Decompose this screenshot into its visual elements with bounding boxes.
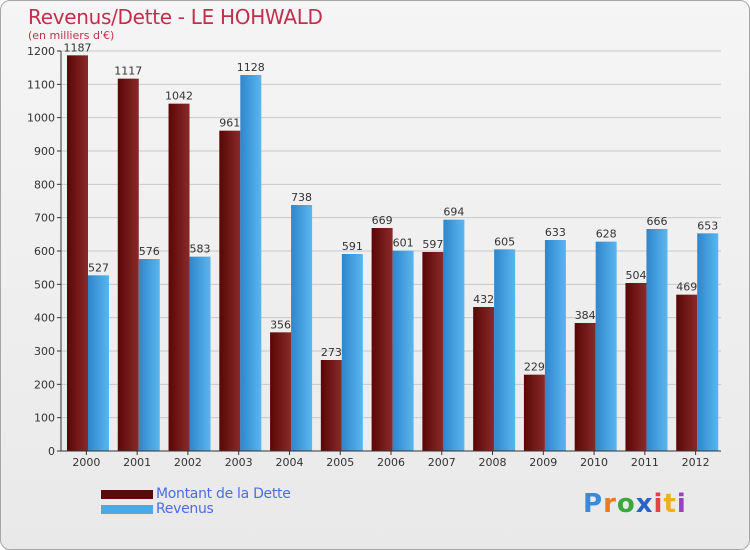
data-label-revenus-2011: 666 [646, 215, 667, 228]
data-label-dette-2005: 273 [321, 346, 342, 359]
y-tick-label: 900 [34, 145, 55, 158]
x-tick-label-2002: 2002 [174, 456, 202, 469]
y-tick-label: 200 [34, 378, 55, 391]
y-tick-label: 0 [48, 445, 55, 458]
y-tick-label: 700 [34, 212, 55, 225]
bar-dette-2010 [574, 323, 596, 451]
x-tick-label-2006: 2006 [377, 456, 405, 469]
data-label-dette-2011: 504 [625, 269, 646, 282]
logo-letter: i [676, 489, 687, 519]
bar-dette-2004 [270, 332, 292, 451]
bar-revenus-2010 [595, 241, 617, 451]
y-tick-label: 400 [34, 312, 55, 325]
data-label-dette-2004: 356 [270, 318, 291, 331]
bar-revenus-2011 [646, 229, 668, 451]
bar-revenus-2007 [443, 219, 465, 451]
data-label-revenus-2003: 1128 [237, 61, 265, 74]
y-tick-label: 300 [34, 345, 55, 358]
bar-dette-2000 [67, 55, 88, 451]
bar-dette-2012 [676, 294, 698, 451]
bar-revenus-2001 [138, 259, 160, 451]
data-label-dette-2009: 229 [524, 361, 545, 374]
y-tick-label: 100 [34, 412, 55, 425]
y-tick-label: 1100 [27, 78, 55, 91]
x-tick-label-2005: 2005 [326, 456, 354, 469]
bar-dette-2003 [219, 130, 241, 451]
bar-revenus-2004 [291, 205, 313, 451]
logo-letter: r [603, 489, 617, 519]
x-tick-label-2001: 2001 [123, 456, 151, 469]
legend-swatch-revenus [101, 505, 153, 514]
data-label-revenus-2000: 527 [88, 261, 109, 274]
y-tick-label: 600 [34, 245, 55, 258]
x-tick-label-2008: 2008 [479, 456, 507, 469]
bar-revenus-2002 [189, 256, 211, 451]
data-label-dette-2006: 669 [372, 214, 393, 227]
data-label-revenus-2009: 633 [545, 226, 566, 239]
x-tick-label-2000: 2000 [72, 456, 100, 469]
logo-letter: x [635, 489, 654, 519]
bar-revenus-2003 [240, 75, 262, 451]
data-label-revenus-2001: 576 [139, 245, 160, 258]
bar-revenus-2006 [392, 250, 414, 451]
data-label-revenus-2012: 653 [697, 219, 718, 232]
data-label-revenus-2006: 601 [393, 237, 414, 250]
bar-dette-2009 [523, 374, 545, 451]
x-tick-label-2004: 2004 [275, 456, 303, 469]
data-label-revenus-2005: 591 [342, 240, 363, 253]
bar-revenus-2009 [544, 240, 566, 451]
data-label-revenus-2007: 694 [443, 206, 464, 219]
logo-letter: t [663, 489, 677, 519]
data-labels: 1187 527 1117 576 1042 583 961 1128 356 738 273 591… [64, 41, 719, 373]
y-tick-label: 1200 [27, 45, 55, 58]
bar-revenus-2012 [697, 233, 719, 451]
data-label-revenus-2010: 628 [596, 228, 617, 241]
x-tick-label-2009: 2009 [529, 456, 557, 469]
bar-dette-2001 [117, 78, 139, 452]
data-label-dette-2001: 1117 [114, 65, 142, 78]
data-label-dette-2010: 384 [575, 309, 596, 322]
bar-dette-2011 [625, 283, 647, 451]
legend-label-dette: Montant de la Dette [156, 486, 291, 502]
bar-dette-2007 [422, 252, 444, 451]
data-label-dette-2008: 432 [473, 293, 494, 306]
x-tick-label-2010: 2010 [580, 456, 608, 469]
x-tick-label-2007: 2007 [428, 456, 456, 469]
data-label-dette-2003: 961 [219, 117, 240, 130]
data-label-revenus-2004: 738 [291, 191, 312, 204]
logo-letter: P [583, 489, 604, 519]
bar-dette-2006 [371, 228, 393, 451]
proxiti-logo: Proxiti [583, 489, 687, 519]
bar-dette-2005 [320, 360, 342, 451]
chart-subtitle: (en milliers d'€) [28, 29, 115, 42]
logo-letter: i [653, 489, 664, 519]
legend-swatch-dette [101, 490, 153, 499]
bar-revenus-2005 [341, 254, 363, 451]
bar-revenus-2000 [88, 275, 109, 451]
chart-title: Revenus/Dette - LE HOHWALD [28, 5, 323, 29]
axes: 0 100 200 300 400 500 600 700 800 900 1000 1100 1200… [27, 45, 721, 469]
bars [67, 55, 719, 452]
bar-revenus-2008 [494, 249, 516, 451]
data-label-revenus-2002: 583 [190, 243, 211, 256]
y-tick-label: 800 [34, 178, 55, 191]
y-tick-label: 1000 [27, 112, 55, 125]
x-tick-label-2003: 2003 [225, 456, 253, 469]
bar-dette-2008 [473, 307, 495, 451]
bar-dette-2002 [168, 103, 190, 452]
data-label-dette-2007: 597 [422, 238, 443, 251]
x-tick-label-2011: 2011 [631, 456, 659, 469]
legend-label-revenus: Revenus [156, 501, 214, 517]
data-label-dette-2002: 1042 [165, 90, 193, 103]
data-label-dette-2000: 1187 [64, 41, 92, 54]
y-tick-label: 500 [34, 278, 55, 291]
logo-letter: o [616, 489, 636, 519]
x-tick-label-2012: 2012 [682, 456, 710, 469]
data-label-dette-2012: 469 [676, 281, 697, 294]
data-label-revenus-2008: 605 [494, 235, 515, 248]
